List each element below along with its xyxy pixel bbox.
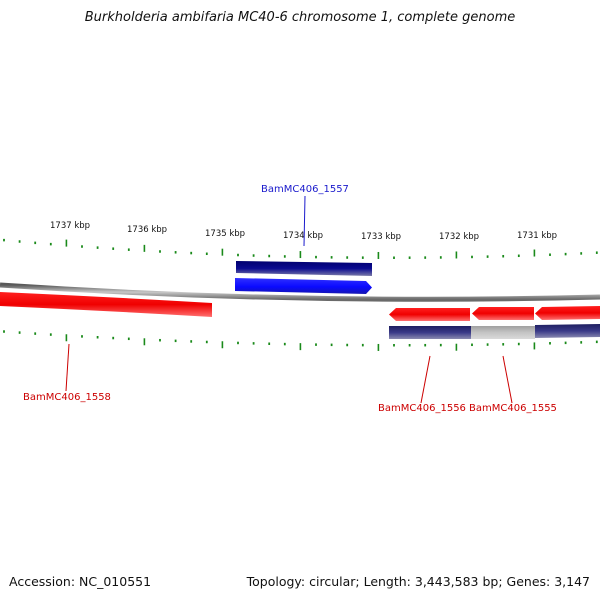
tick-label: 1737 kbp [50, 221, 90, 231]
tick-label: 1733 kbp [361, 232, 401, 242]
gene-arrow-bammc406-1558[interactable] [0, 292, 212, 317]
tick-label: 1731 kbp [517, 231, 557, 241]
gene-label-bammc406-1557[interactable]: BamMC406_1557 [261, 184, 349, 195]
gene-arrow-bammc406-1555[interactable] [472, 307, 534, 320]
tick-labels: 1737 kbp 1736 kbp 1735 kbp 1734 kbp 1733… [50, 221, 557, 242]
tick-label: 1736 kbp [127, 225, 167, 235]
tick-label: 1735 kbp [205, 229, 245, 239]
gene-cds-band-downstream [535, 324, 600, 338]
label-leader-bammc406-1555 [502, 355, 513, 404]
tick-label: 1732 kbp [439, 232, 479, 242]
accession-text: Accession: NC_010551 [9, 574, 152, 589]
label-leader-bammc406-1556 [420, 355, 431, 404]
gene-cds-band-bammc406-1555[interactable] [471, 326, 535, 339]
outer-tick-ring [3, 238, 598, 259]
gene-arrow-bammc406-1557[interactable] [235, 278, 372, 294]
gene-arrow-downstream [535, 306, 600, 320]
gene-label-bammc406-1556[interactable]: BamMC406_1556 [378, 403, 466, 414]
label-leader-bammc406-1558 [65, 343, 70, 392]
tick-label: 1734 kbp [283, 231, 323, 241]
genome-backbone [0, 282, 600, 302]
gene-cds-band-bammc406-1556[interactable] [389, 326, 471, 339]
gene-arrow-bammc406-1556[interactable] [389, 308, 470, 321]
map-title: Burkholderia ambifaria MC40-6 chromosome… [84, 10, 516, 25]
gene-cds-band-bammc406-1557[interactable] [236, 261, 372, 276]
gene-label-bammc406-1555[interactable]: BamMC406_1555 [469, 403, 557, 414]
inner-tick-ring [3, 330, 598, 351]
label-leader-bammc406-1557 [303, 195, 306, 247]
genome-summary-text: Topology: circular; Length: 3,443,583 bp… [246, 574, 590, 589]
gene-label-bammc406-1558[interactable]: BamMC406_1558 [23, 392, 111, 403]
